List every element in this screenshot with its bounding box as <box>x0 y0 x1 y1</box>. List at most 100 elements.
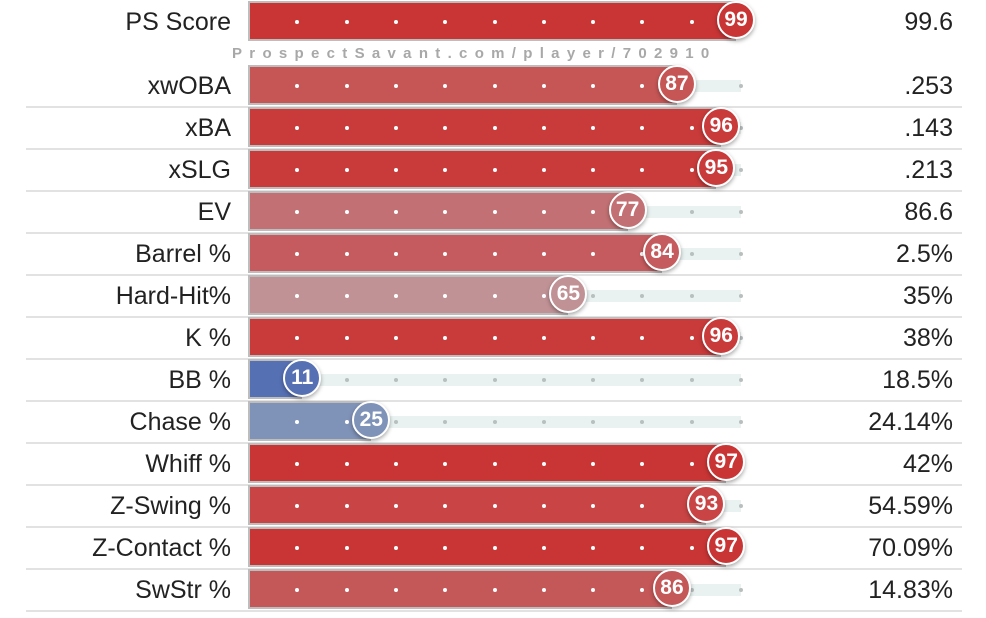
grid-dot <box>689 462 694 466</box>
grid-dot <box>443 168 448 172</box>
grid-dot <box>640 378 645 382</box>
percentile-badge: 93 <box>687 485 726 523</box>
grid-dot <box>295 420 300 424</box>
grid-dot <box>541 126 546 130</box>
grid-dot <box>591 336 596 340</box>
percentile-badge: 97 <box>707 443 746 481</box>
grid-dot <box>689 420 694 424</box>
stat-label: xSLG <box>168 156 231 184</box>
percentile-bar <box>248 65 677 105</box>
grid-dot <box>739 252 743 256</box>
percentile-badge: 95 <box>697 149 736 187</box>
grid-dot <box>541 462 546 466</box>
grid-dot <box>541 252 546 256</box>
grid-dot <box>492 462 497 466</box>
row-divider <box>26 358 962 360</box>
grid-dot <box>344 294 349 298</box>
stat-value: 42% <box>902 450 953 478</box>
grid-dot <box>492 420 497 424</box>
row-divider <box>26 400 962 402</box>
grid-dot <box>739 126 743 130</box>
stat-row: SwStr % 86 14.83% <box>0 568 986 612</box>
grid-dot <box>689 168 694 172</box>
grid-dot <box>393 168 398 172</box>
grid-dot <box>393 420 398 424</box>
grid-dot <box>295 546 300 550</box>
grid-dot <box>393 126 398 130</box>
grid-dot <box>443 378 448 382</box>
grid-dot <box>443 420 448 424</box>
grid-dot <box>591 588 596 592</box>
stat-row: BB % 11 18.5% <box>0 358 986 402</box>
grid-dot <box>689 588 694 592</box>
grid-dot <box>591 294 596 298</box>
grid-dot <box>295 84 300 88</box>
percentile-badge: 97 <box>707 527 746 565</box>
percentile-badge: 99 <box>717 1 756 39</box>
grid-dot <box>689 294 694 298</box>
grid-dot <box>344 588 349 592</box>
grid-dot <box>739 294 743 298</box>
grid-dot <box>739 84 743 88</box>
grid-dot <box>541 84 546 88</box>
percentile-badge: 11 <box>283 359 322 397</box>
grid-dot <box>640 462 645 466</box>
grid-dot <box>541 336 546 340</box>
grid-dot <box>492 294 497 298</box>
percentile-bar <box>248 149 717 189</box>
watermark-url: ProspectSavant.com/player/702910 <box>232 45 717 62</box>
grid-dot <box>591 168 596 172</box>
percentile-bar <box>248 317 722 357</box>
grid-dot <box>689 336 694 340</box>
grid-dot <box>541 168 546 172</box>
grid-dot <box>344 168 349 172</box>
grid-dot <box>689 20 694 24</box>
stat-value: 54.59% <box>868 492 953 520</box>
grid-dot <box>295 294 300 298</box>
grid-dot <box>295 210 300 214</box>
stat-row: PS Score 99 99.6 <box>0 0 986 42</box>
grid-dot <box>739 588 743 592</box>
grid-dot <box>443 294 448 298</box>
grid-dot <box>541 20 546 24</box>
grid-dot <box>640 546 645 550</box>
stat-label: BB % <box>168 366 231 394</box>
grid-dot <box>640 20 645 24</box>
stat-row: xSLG 95 .213 <box>0 148 986 192</box>
percentile-bar <box>248 401 372 441</box>
grid-dot <box>344 546 349 550</box>
grid-dot <box>492 588 497 592</box>
grid-dot <box>640 252 645 256</box>
stat-value: 24.14% <box>868 408 953 436</box>
grid-dot <box>393 462 398 466</box>
grid-dot <box>344 336 349 340</box>
stat-label: SwStr % <box>135 576 231 604</box>
grid-dot <box>344 378 349 382</box>
grid-dot <box>393 588 398 592</box>
grid-dot <box>344 462 349 466</box>
percentile-bar <box>248 233 663 273</box>
grid-dot <box>591 20 596 24</box>
stat-value: 70.09% <box>868 534 953 562</box>
grid-dot <box>443 126 448 130</box>
stat-row: Z-Contact % 97 70.09% <box>0 526 986 570</box>
percentile-bar <box>248 485 707 525</box>
percentile-badge: 65 <box>549 275 588 313</box>
stat-value: .213 <box>904 156 953 184</box>
stat-row: Whiff % 97 42% <box>0 442 986 486</box>
grid-dot <box>541 546 546 550</box>
grid-dot <box>492 546 497 550</box>
grid-dot <box>443 20 448 24</box>
grid-dot <box>492 168 497 172</box>
grid-dot <box>591 252 596 256</box>
percentile-bar <box>248 527 727 567</box>
stat-label: Z-Contact % <box>92 534 231 562</box>
grid-dot <box>541 588 546 592</box>
grid-dot <box>393 252 398 256</box>
percentile-badge: 25 <box>352 401 391 439</box>
grid-dot <box>443 462 448 466</box>
row-divider <box>26 610 962 612</box>
grid-dot <box>541 378 546 382</box>
grid-dot <box>295 168 300 172</box>
grid-dot <box>443 336 448 340</box>
